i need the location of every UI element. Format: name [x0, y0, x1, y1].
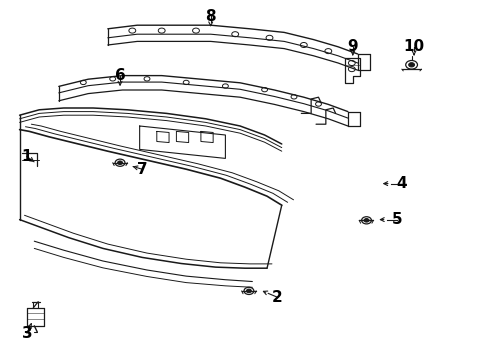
Circle shape	[118, 161, 122, 165]
Text: 6: 6	[115, 68, 125, 83]
Text: 2: 2	[271, 289, 282, 305]
Circle shape	[246, 289, 251, 293]
Text: 9: 9	[347, 39, 358, 54]
Circle shape	[364, 219, 369, 222]
Text: 3: 3	[22, 325, 32, 341]
Text: 5: 5	[392, 212, 402, 227]
Text: 10: 10	[403, 39, 425, 54]
Text: 8: 8	[205, 9, 216, 24]
Text: 4: 4	[396, 176, 407, 191]
Text: 1: 1	[22, 149, 32, 164]
Circle shape	[409, 63, 415, 67]
Text: 7: 7	[137, 162, 147, 177]
